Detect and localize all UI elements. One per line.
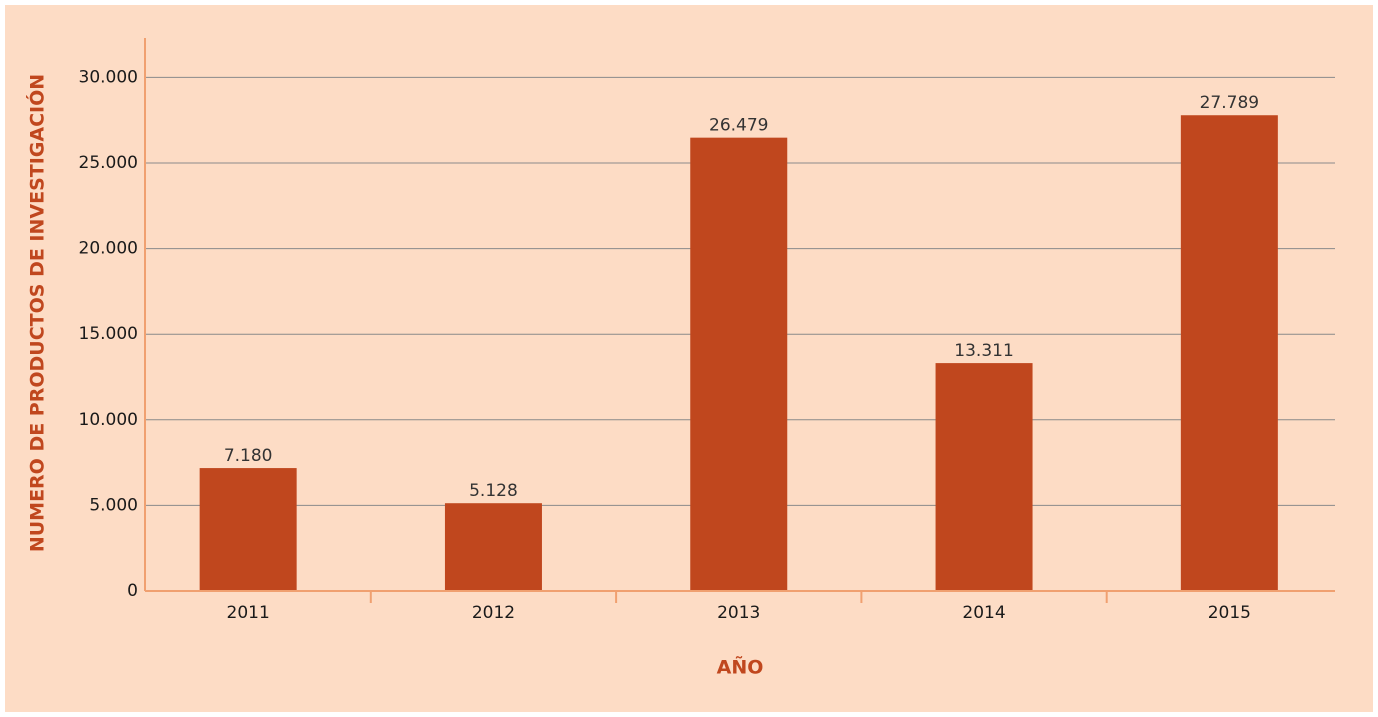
bar <box>444 503 542 591</box>
x-tick-label: 2014 <box>962 603 1005 623</box>
x-tick-label: 2011 <box>227 603 270 623</box>
y-tick-label: 25.000 <box>79 153 138 173</box>
x-tick-label: 2015 <box>1208 603 1251 623</box>
y-tick-label: 0 <box>127 581 138 601</box>
value-label: 26.479 <box>709 116 768 136</box>
y-tick-label: 30.000 <box>79 67 138 87</box>
value-label: 5.128 <box>469 481 518 501</box>
bar <box>690 137 788 591</box>
y-axis-label: NUMERO DE PRODUCTOS DE INVESTIGACIÓN <box>25 74 49 552</box>
value-label: 13.311 <box>954 341 1013 361</box>
x-tick-label: 2012 <box>472 603 515 623</box>
bar <box>935 363 1033 591</box>
background <box>5 5 1373 712</box>
y-tick-label: 15.000 <box>79 324 138 344</box>
y-tick-label: 20.000 <box>79 239 138 259</box>
y-tick-label: 5.000 <box>89 495 138 515</box>
bar <box>1180 115 1278 591</box>
x-axis-label: AÑO <box>717 655 764 679</box>
bar <box>199 468 297 591</box>
value-label: 7.180 <box>224 446 273 466</box>
y-tick-label: 10.000 <box>79 410 138 430</box>
value-label: 27.789 <box>1200 93 1259 113</box>
x-tick-label: 2013 <box>717 603 760 623</box>
